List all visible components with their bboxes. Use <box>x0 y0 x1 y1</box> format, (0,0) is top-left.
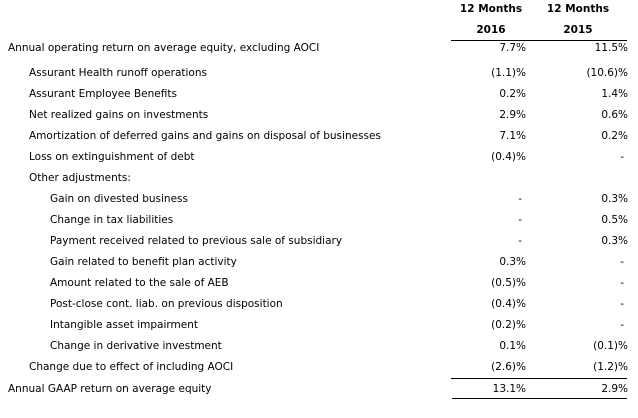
table-row: Amount related to the sale of AEB (0.5)% - <box>0 273 638 293</box>
table-row: Gain on divested business - 0.3% <box>0 189 638 209</box>
value-2015: - <box>620 298 624 310</box>
value-2016: 7.7% <box>499 42 526 54</box>
value-2015: 0.5% <box>601 214 628 226</box>
table-row: Annual operating return on average equit… <box>0 38 638 58</box>
row-label: Assurant Health runoff operations <box>29 67 207 79</box>
value-2016: 0.1% <box>499 340 526 352</box>
table-row: Assurant Health runoff operations (1.1)% (… <box>0 63 638 83</box>
value-2016: - <box>518 235 522 247</box>
value-2015: 11.5% <box>594 42 628 54</box>
table-row: Gain related to benefit plan activity 0.3… <box>0 252 638 272</box>
total-underline <box>452 398 627 399</box>
value-2016: 13.1% <box>492 383 526 395</box>
value-2015: 2.9% <box>601 383 628 395</box>
row-label: Assurant Employee Benefits <box>29 88 177 100</box>
table-row: Assurant Employee Benefits 0.2% 1.4% <box>0 84 638 104</box>
value-2015: 0.3% <box>601 193 628 205</box>
column-header-2016-year: 2016 <box>476 24 506 36</box>
value-2015: - <box>620 319 624 331</box>
row-label: Annual operating return on average equit… <box>8 42 320 54</box>
value-2015: (1.2)% <box>593 361 628 373</box>
row-label: Annual GAAP return on average equity <box>8 383 212 395</box>
table-row: Change due to effect of including AOCI (2… <box>0 357 638 377</box>
table-row: Annual GAAP return on average equity 13.1… <box>0 379 638 399</box>
value-2016: (1.1)% <box>491 67 526 79</box>
value-2016: - <box>518 214 522 226</box>
row-label: Payment received related to previous sal… <box>50 235 343 247</box>
value-2016: (0.4)% <box>491 298 526 310</box>
value-2015: 0.6% <box>601 109 628 121</box>
value-2015: 0.2% <box>601 130 628 142</box>
value-2016: 2.9% <box>499 109 526 121</box>
row-label: Amortization of deferred gains and gains… <box>29 130 381 142</box>
row-label: Net realized gains on investments <box>29 109 209 121</box>
row-label: Post-close cont. liab. on previous dispo… <box>50 298 283 310</box>
row-label: Change in derivative investment <box>50 340 222 352</box>
table-row: Change in derivative investment 0.1% (0.1)… <box>0 336 638 356</box>
total-overline <box>451 378 627 379</box>
value-2015: (0.1)% <box>593 340 628 352</box>
row-label: Gain on divested business <box>50 193 188 205</box>
value-2016: (0.2)% <box>491 319 526 331</box>
column-header-2015-year: 2015 <box>563 24 593 36</box>
value-2015: - <box>620 151 624 163</box>
table-row: Payment received related to previous sal… <box>0 231 638 251</box>
row-label: Other adjustments: <box>29 172 131 184</box>
table-row: Intangible asset impairment (0.2)% - <box>0 315 638 335</box>
table-row: Loss on extinguishment of debt (0.4)% - <box>0 147 638 167</box>
value-2015: 0.3% <box>601 235 628 247</box>
table-row: Net realized gains on investments 2.9% 0.6… <box>0 105 638 125</box>
value-2015: - <box>620 277 624 289</box>
header-underline <box>451 40 627 41</box>
value-2015: (10.6)% <box>586 67 628 79</box>
column-header-2016-months: 12 Months <box>459 3 523 15</box>
row-label: Gain related to benefit plan activity <box>50 256 237 268</box>
value-2016: 0.3% <box>499 256 526 268</box>
value-2016: 0.2% <box>499 88 526 100</box>
row-label: Amount related to the sale of AEB <box>50 277 229 289</box>
row-label: Loss on extinguishment of debt <box>29 151 195 163</box>
value-2016: (2.6)% <box>491 361 526 373</box>
column-header-2015-months: 12 Months <box>546 3 610 15</box>
row-label: Change in tax liabilities <box>50 214 174 226</box>
row-label: Intangible asset impairment <box>50 319 198 331</box>
value-2016: - <box>518 193 522 205</box>
value-2016: (0.5)% <box>491 277 526 289</box>
value-2016: 7.1% <box>499 130 526 142</box>
row-label: Change due to effect of including AOCI <box>29 361 234 373</box>
table-row: Amortization of deferred gains and gains… <box>0 126 638 146</box>
value-2016: (0.4)% <box>491 151 526 163</box>
table-row: Post-close cont. liab. on previous dispo… <box>0 294 638 314</box>
value-2015: 1.4% <box>601 88 628 100</box>
table-row: Change in tax liabilities - 0.5% <box>0 210 638 230</box>
table-row: Other adjustments: <box>0 168 638 188</box>
value-2015: - <box>620 256 624 268</box>
